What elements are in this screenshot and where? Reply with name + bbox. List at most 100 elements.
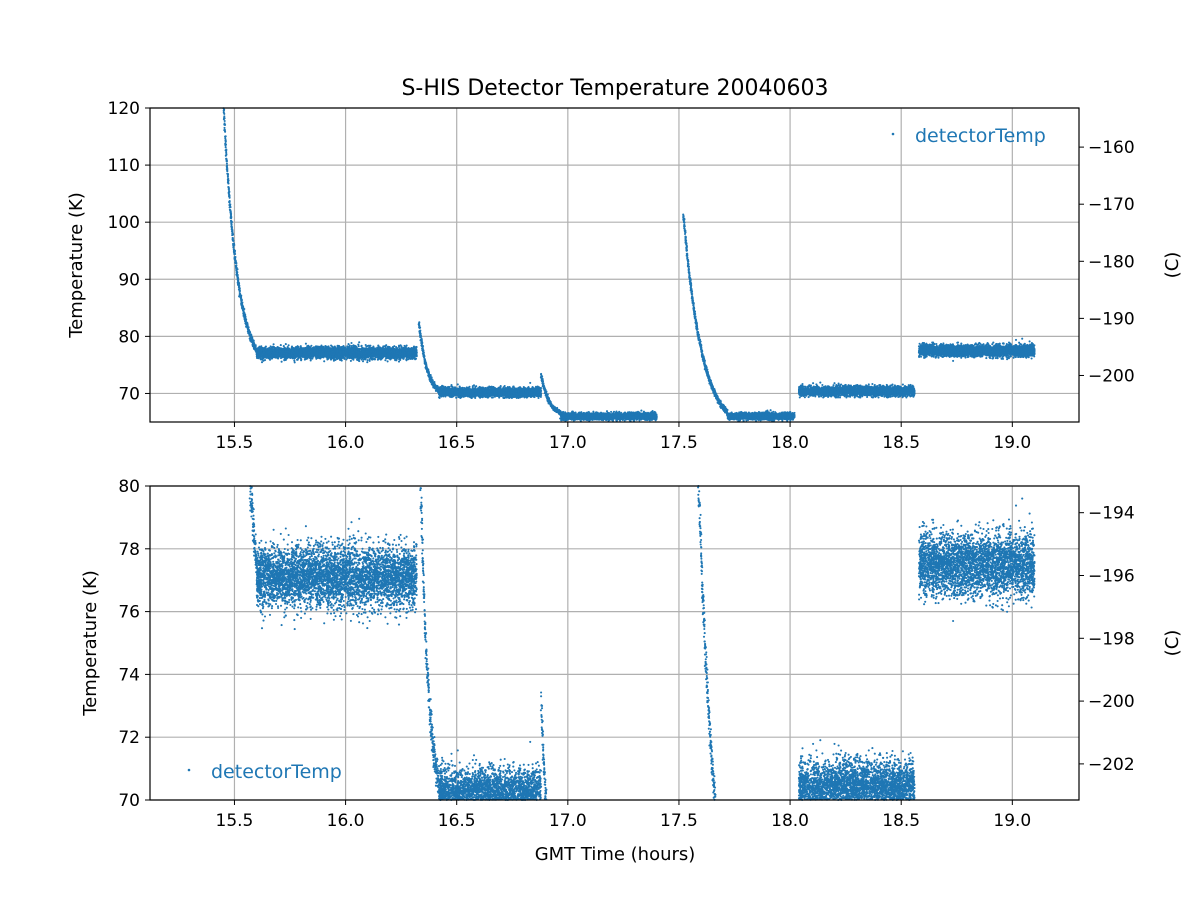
data-point	[225, 148, 228, 151]
data-point	[377, 344, 380, 347]
data-point	[347, 355, 350, 358]
data-point	[312, 347, 315, 350]
data-point	[279, 350, 282, 353]
data-point	[241, 301, 244, 304]
top-data-points	[222, 107, 1036, 422]
data-point	[250, 333, 253, 337]
data-point	[272, 343, 275, 346]
top-panel: 15.5 16.0 16.5 17.0 17.5 18.0 18.5 19.070809010…	[66, 99, 1183, 453]
data-point	[227, 192, 230, 195]
data-point	[226, 166, 229, 169]
data-point	[240, 295, 243, 298]
data-point	[384, 359, 387, 362]
data-point	[333, 358, 336, 361]
data-point	[257, 347, 260, 350]
data-point	[329, 357, 332, 360]
data-point	[286, 350, 289, 353]
data-point	[237, 282, 241, 285]
data-point	[256, 354, 259, 357]
data-point	[229, 212, 233, 215]
data-point	[291, 357, 294, 360]
data-point	[224, 123, 227, 126]
data-point	[299, 345, 302, 348]
data-point	[238, 290, 241, 293]
chart-title: S-HIS Detector Temperature 20040603	[401, 76, 828, 101]
data-point	[395, 358, 398, 361]
data-point	[360, 344, 363, 347]
data-point	[260, 358, 263, 361]
data-point	[306, 346, 309, 349]
data-point	[361, 360, 365, 363]
data-point	[225, 152, 228, 155]
data-point	[229, 203, 232, 206]
data-point	[277, 347, 280, 351]
data-point	[229, 206, 232, 209]
data-point	[225, 162, 228, 165]
data-point	[309, 357, 313, 360]
data-point	[227, 182, 230, 185]
data-point	[280, 360, 283, 363]
data-point	[282, 345, 285, 348]
data-point	[240, 298, 243, 301]
data-point	[227, 186, 230, 189]
data-point	[283, 358, 286, 361]
top-grid	[150, 107, 1079, 422]
data-point	[305, 349, 308, 352]
data-point	[223, 112, 226, 115]
data-point	[238, 284, 241, 287]
data-point	[381, 356, 384, 359]
data-point	[326, 351, 329, 354]
data-point	[274, 356, 278, 359]
data-point	[390, 350, 393, 353]
data-point	[336, 346, 339, 349]
data-point	[232, 246, 235, 249]
data-point	[364, 343, 367, 347]
data-point	[407, 346, 410, 350]
data-point	[373, 358, 377, 361]
data-point	[333, 346, 336, 349]
data-point	[305, 352, 308, 356]
data-point	[234, 265, 238, 268]
data-point	[236, 268, 239, 271]
data-point	[227, 180, 230, 183]
data-point	[366, 359, 369, 362]
data-point	[366, 361, 369, 364]
data-point	[271, 346, 274, 349]
data-point	[268, 358, 272, 361]
data-point	[223, 119, 226, 123]
data-point	[233, 243, 236, 247]
data-point	[386, 349, 389, 352]
data-point	[251, 336, 254, 340]
data-point	[399, 358, 402, 362]
data-point	[402, 347, 406, 350]
data-point	[358, 357, 362, 360]
data-point	[241, 303, 244, 306]
data-point	[225, 160, 228, 163]
data-point	[254, 344, 257, 347]
data-point	[310, 344, 313, 347]
data-point	[357, 343, 360, 346]
data-point	[242, 309, 245, 312]
data-point	[243, 307, 246, 311]
data-point	[223, 126, 226, 129]
data-point	[228, 194, 231, 197]
data-point	[399, 351, 402, 354]
data-point	[264, 346, 267, 349]
data-point	[230, 221, 233, 224]
data-point	[234, 252, 237, 256]
data-point	[409, 357, 412, 361]
data-point	[372, 345, 375, 348]
data-point	[226, 169, 229, 172]
data-point	[354, 344, 357, 347]
data-point	[293, 359, 296, 362]
data-point	[336, 357, 339, 361]
data-point	[284, 343, 287, 346]
data-point	[330, 344, 333, 347]
data-point	[260, 361, 264, 364]
data-point	[231, 236, 234, 240]
data-point	[226, 173, 230, 176]
data-point	[305, 357, 308, 360]
data-point	[226, 174, 229, 177]
data-point	[414, 348, 417, 351]
data-point	[235, 262, 238, 265]
